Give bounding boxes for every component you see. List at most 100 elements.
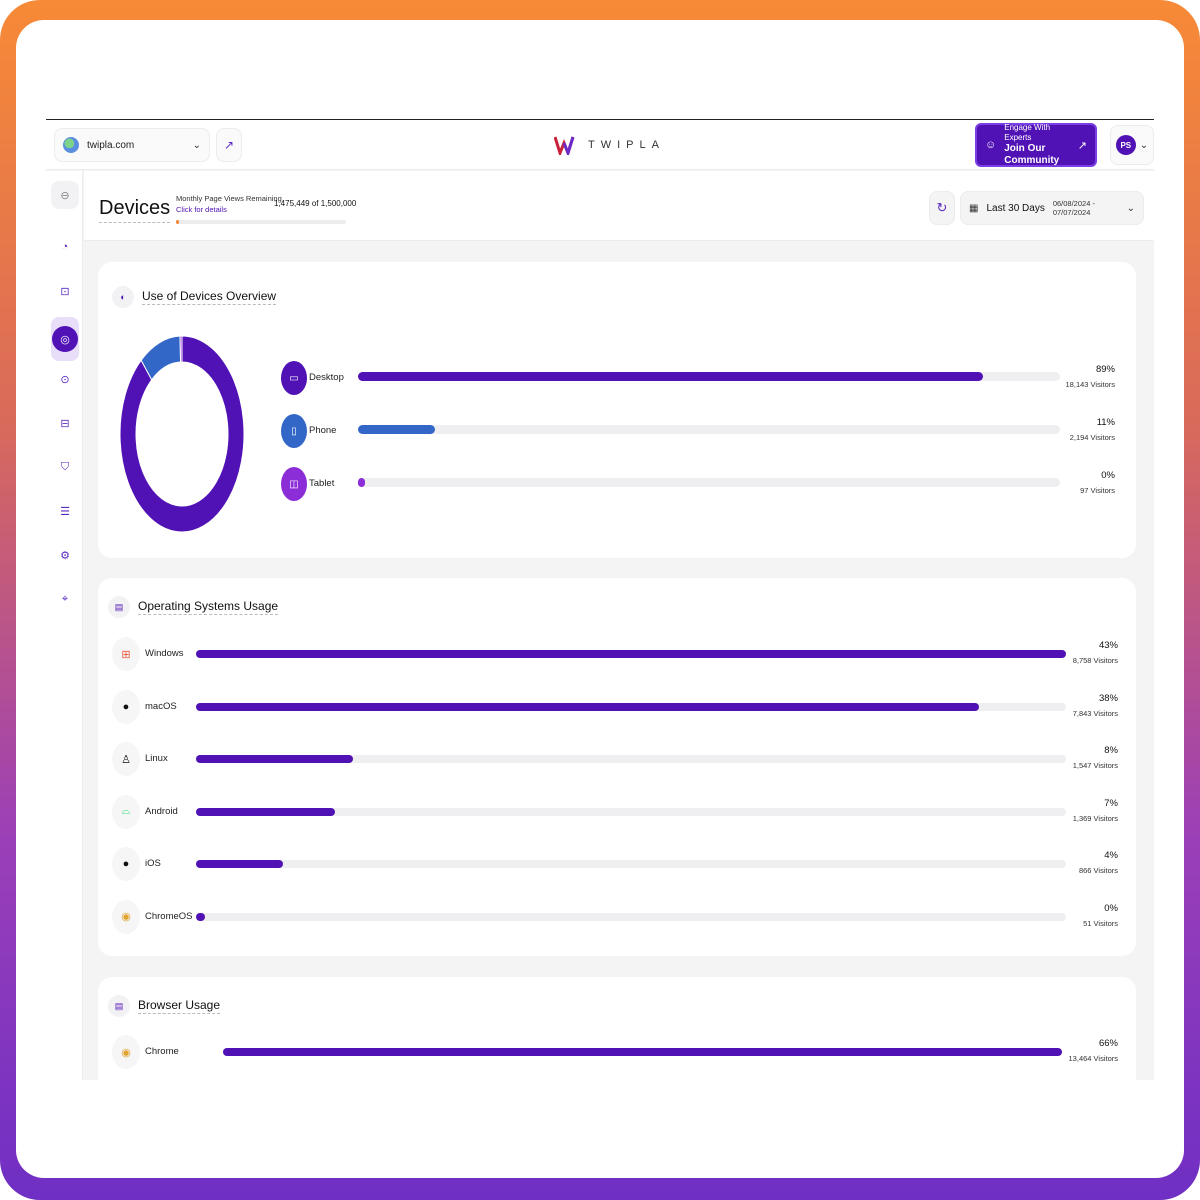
android-icon: ⌓ — [112, 794, 140, 829]
sidebar-item[interactable]: ◔ — [51, 233, 79, 261]
os_card-row[interactable]: ● iOS 4% 866 Visitors — [112, 844, 1122, 884]
globe-icon — [63, 137, 79, 153]
device-bar-track — [358, 372, 1060, 381]
browser-usage-card: ▤ Browser Usage ◉ Chrome 66% 13,464 Visitor… — [98, 977, 1136, 1080]
device-label: Phone — [309, 425, 337, 436]
devices-card-title[interactable]: Use of Devices Overview — [142, 289, 277, 305]
tablet-icon: ◫ — [281, 467, 307, 501]
profile-menu[interactable]: PS ⌄ — [1110, 125, 1154, 165]
sidebar-item[interactable]: ◎ — [51, 317, 79, 361]
device-bar[interactable] — [358, 425, 436, 434]
nav-home-icon: ⊖ — [60, 189, 70, 202]
sidebar-item[interactable]: ⊙ — [51, 365, 79, 393]
sidebar-item[interactable]: ⊖ — [51, 181, 79, 209]
os_card-percent: 4% — [1104, 850, 1118, 861]
nav-surveys-icon: ⊟ — [60, 417, 70, 430]
date-preset-label: Last 30 Days — [986, 202, 1045, 214]
os_card-bar-track — [196, 912, 1066, 921]
sidebar-item[interactable]: ⊡ — [51, 277, 79, 305]
os_card-visitors: 866 Visitors — [1078, 866, 1118, 875]
site-name: twipla.com — [87, 139, 135, 151]
browser_card-bar[interactable] — [223, 1048, 1062, 1056]
browser_card-row[interactable]: ◉ Chrome 66% 13,464 Visitors — [112, 1032, 1122, 1072]
donut-slice-desktop[interactable] — [119, 335, 245, 533]
sidebar-item[interactable]: ⊟ — [51, 409, 79, 437]
os_card-row[interactable]: ● macOS 38% 7,843 Visitors — [112, 687, 1122, 727]
top-bar: twipla.com ⌄ ↗ TWIPLA ☺ Engage With Expe… — [46, 120, 1154, 170]
open-site-button[interactable]: ↗ — [216, 128, 242, 162]
browser_card-visitors: 13,464 Visitors — [1068, 1054, 1118, 1063]
os_card-bar-track — [196, 702, 1066, 711]
app-window: twipla.com ⌄ ↗ TWIPLA ☺ Engage With Expe… — [46, 119, 1154, 1080]
os_card-visitors: 1,369 Visitors — [1072, 813, 1118, 823]
twipla-logo: TWIPLA — [554, 134, 665, 156]
nav-ecommerce-icon: ⊡ — [60, 285, 70, 298]
device-visitors: 18,143 Visitors — [1065, 380, 1115, 389]
avatar: PS — [1115, 135, 1136, 155]
device-bar[interactable] — [358, 478, 366, 487]
sidebar-item[interactable]: ⚙ — [51, 541, 79, 569]
date-range-picker[interactable]: ▦ Last 30 Days 06/08/2024 - 07/07/2024 ⌄ — [960, 191, 1144, 225]
os_card-label: iOS — [145, 858, 161, 869]
os_card-label: ChromeOS — [145, 910, 193, 922]
join-community-button[interactable]: ☺ Engage With Experts Join Our Community… — [975, 123, 1097, 167]
browser-card-title[interactable]: Browser Usage — [138, 998, 221, 1014]
devices-icon: ◐ — [112, 286, 134, 308]
os_card-visitors: 51 Visitors — [1083, 918, 1118, 928]
os_card-percent: 43% — [1098, 640, 1118, 651]
device-row[interactable]: ▭ Desktop 89% 18,143 Visitors — [281, 358, 1121, 395]
os_card-bar[interactable] — [196, 912, 205, 921]
browser_card-bar-track — [223, 1048, 1062, 1056]
os_card-row[interactable]: ♙ Linux 8% 1,547 Visitors — [112, 739, 1122, 779]
device-bar[interactable] — [358, 372, 983, 381]
nav-analytics-icon: ◔ — [61, 241, 69, 253]
page-views-details-link[interactable]: Click for details — [176, 205, 227, 214]
device-label: Desktop — [309, 372, 344, 383]
donut-slice-tablet[interactable] — [179, 335, 183, 363]
site-selector[interactable]: twipla.com ⌄ — [54, 128, 210, 162]
os-card-title[interactable]: Operating Systems Usage — [138, 599, 279, 615]
chevron-down-icon: ⌄ — [1139, 139, 1149, 151]
external-link-icon: ↗ — [223, 138, 235, 152]
os_card-visitors: 1,547 Visitors — [1072, 761, 1118, 770]
os_card-label: Linux — [145, 753, 168, 764]
page-title: Devices — [99, 197, 171, 223]
sidebar-item[interactable]: ⛉ — [51, 453, 79, 481]
os_card-row[interactable]: ◉ ChromeOS 0% 51 Visitors — [112, 897, 1122, 937]
os_card-bar-track — [196, 807, 1066, 816]
sidebar-item[interactable]: ⌖ — [51, 585, 79, 613]
nav-behavior-icon: ◎ — [52, 326, 78, 352]
os_card-bar[interactable] — [196, 860, 283, 868]
device-visitors: 2,194 Visitors — [1069, 433, 1115, 442]
sidebar-item[interactable]: ☰ — [51, 497, 79, 525]
device-bar-track — [358, 478, 1060, 487]
page-views-progress-fill — [176, 220, 179, 224]
os_card-bar[interactable] — [196, 702, 979, 711]
apple-icon: ● — [112, 847, 140, 881]
os_card-bar[interactable] — [196, 650, 1066, 658]
refresh-button[interactable]: ↻ — [929, 191, 955, 225]
community-icon: ☺ — [985, 139, 997, 151]
nav-location-icon: ⌖ — [61, 592, 69, 605]
logo-text: TWIPLA — [588, 139, 665, 151]
os_card-row[interactable]: ⌓ Android 7% 1,369 Visitors — [112, 792, 1122, 832]
date-range-text: 06/08/2024 - 07/07/2024 — [1052, 199, 1095, 217]
os_card-bar[interactable] — [196, 807, 336, 816]
os_card-percent: 0% — [1104, 902, 1118, 914]
device-row[interactable]: ◫ Tablet 0% 97 Visitors — [281, 464, 1121, 501]
calendar-icon: ▦ — [969, 202, 979, 214]
page-header: Devices Monthly Page Views Remaining Cli… — [84, 171, 1154, 241]
device-row[interactable]: ▯ Phone 11% 2,194 Visitors — [281, 411, 1121, 448]
report-icon: ▤ — [108, 596, 130, 618]
device-percent: 0% — [1101, 470, 1115, 481]
os_card-bar-track — [196, 860, 1066, 868]
os_card-percent: 38% — [1098, 692, 1118, 704]
chrome-icon: ◉ — [112, 1035, 140, 1069]
nav-settings-icon: ⚙ — [60, 549, 70, 562]
phone-icon: ▯ — [281, 414, 307, 448]
os_card-bar[interactable] — [196, 755, 353, 763]
os_card-label: macOS — [145, 700, 177, 712]
os_card-row[interactable]: ⊞ Windows 43% 8,758 Visitors — [112, 634, 1122, 674]
page-views-progress — [176, 220, 346, 224]
os_card-bar-track — [196, 650, 1066, 658]
